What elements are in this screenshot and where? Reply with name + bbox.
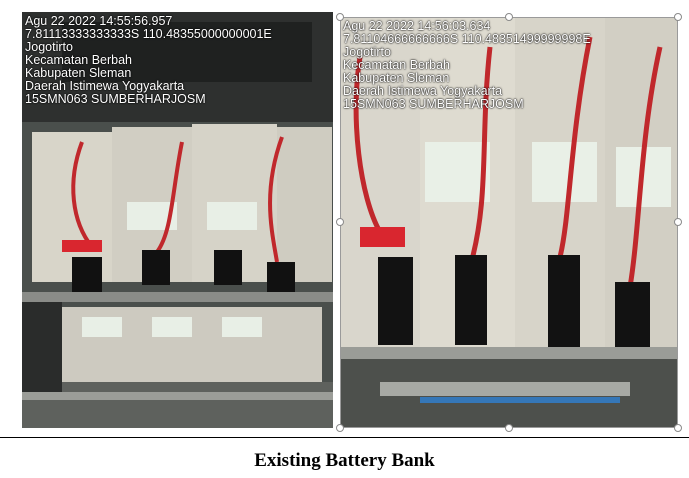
overlay-line: Daerah Istimewa Yogyakarta (343, 84, 503, 98)
battery-photo-right[interactable]: Agu 22 2022 14:56:03.634 7.8110466666666… (340, 17, 678, 428)
overlay-line: Agu 22 2022 14:56:03.634 (343, 19, 491, 33)
resize-handle-middle-left[interactable] (336, 218, 344, 226)
resize-handle-top-center[interactable] (505, 13, 513, 21)
photo-timestamp-overlay: Agu 22 2022 14:55:56.957 7.8111333333333… (25, 15, 272, 106)
overlay-line: 7.81104666666666S 110.48351499999998E (343, 32, 591, 46)
overlay-line: Kabupaten Sleman (343, 71, 450, 85)
overlay-line: Kecamatan Berbah (343, 58, 451, 72)
resize-handle-top-right[interactable] (674, 13, 682, 21)
overlay-line: Kabupaten Sleman (25, 66, 132, 80)
resize-handle-bottom-left[interactable] (336, 424, 344, 432)
overlay-line: 15SMN063 SUMBERHARJOSM (25, 92, 206, 106)
overlay-line: Jogotirto (25, 40, 73, 54)
overlay-line: Jogotirto (343, 45, 391, 59)
overlay-line: Kecamatan Berbah (25, 53, 133, 67)
battery-bank-illustration-left (22, 12, 333, 428)
overlay-line: Daerah Istimewa Yogyakarta (25, 79, 185, 93)
photo-timestamp-overlay: Agu 22 2022 14:56:03.634 7.8110466666666… (343, 20, 591, 111)
resize-handle-bottom-right[interactable] (674, 424, 682, 432)
figure-caption: Existing Battery Bank (254, 450, 435, 471)
resize-handle-bottom-center[interactable] (505, 424, 513, 432)
battery-bank-illustration-right (340, 17, 678, 428)
overlay-line: 7.81113333333333S 110.48355000000001E (25, 27, 272, 41)
overlay-line: Agu 22 2022 14:55:56.957 (25, 14, 173, 28)
resize-handle-middle-right[interactable] (674, 218, 682, 226)
battery-photo-left: Agu 22 2022 14:55:56.957 7.8111333333333… (22, 12, 333, 428)
divider-line (0, 437, 689, 438)
overlay-line: 15SMN063 SUMBERHARJOSM (343, 97, 524, 111)
resize-handle-top-left[interactable] (336, 13, 344, 21)
